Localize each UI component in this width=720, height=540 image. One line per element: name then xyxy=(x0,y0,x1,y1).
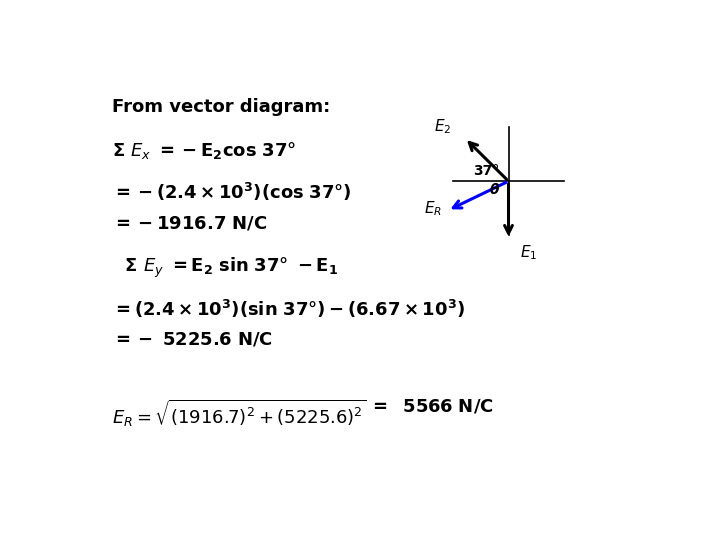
Text: From vector diagram:: From vector diagram: xyxy=(112,98,330,116)
Text: $\mathbf{\Sigma}$ $\mathbf{\it{E}_y}$ $\mathbf{= E_2\ sin\ 37°\ - E_1}$: $\mathbf{\Sigma}$ $\mathbf{\it{E}_y}$ $\… xyxy=(112,256,338,280)
Text: $\mathbf{=\ \ 5566\ N/C}$: $\mathbf{=\ \ 5566\ N/C}$ xyxy=(369,397,494,415)
Text: $E_2$: $E_2$ xyxy=(433,117,451,136)
Text: $\mathbf{= (2.4 \times 10^3)(sin\ 37°) - (6.67 \times 10^3)}$: $\mathbf{= (2.4 \times 10^3)(sin\ 37°) -… xyxy=(112,298,465,320)
Text: $\mathbf{= -1916.7\ N/C}$: $\mathbf{= -1916.7\ N/C}$ xyxy=(112,214,268,233)
Text: $\mathbf{= -\ 5225.6\ N/C}$: $\mathbf{= -\ 5225.6\ N/C}$ xyxy=(112,331,274,349)
Text: 37°: 37° xyxy=(473,164,499,178)
Text: θ: θ xyxy=(490,184,499,198)
Text: $E_R$: $E_R$ xyxy=(424,199,442,218)
Text: $\mathbf{\Sigma}$ $\mathbf{\it{E}_x}$ $\mathbf{= - E_2 cos\ 37°}$: $\mathbf{\Sigma}$ $\mathbf{\it{E}_x}$ $\… xyxy=(112,140,297,160)
Text: $E_1$: $E_1$ xyxy=(520,244,537,262)
Text: $E_R = \sqrt{(1916.7)^2 + (5225.6)^2}$: $E_R = \sqrt{(1916.7)^2 + (5225.6)^2}$ xyxy=(112,397,367,429)
Text: $\mathbf{= - (2.4 \times 10^3)(cos\ 37°)}$: $\mathbf{= - (2.4 \times 10^3)(cos\ 37°)… xyxy=(112,181,352,204)
